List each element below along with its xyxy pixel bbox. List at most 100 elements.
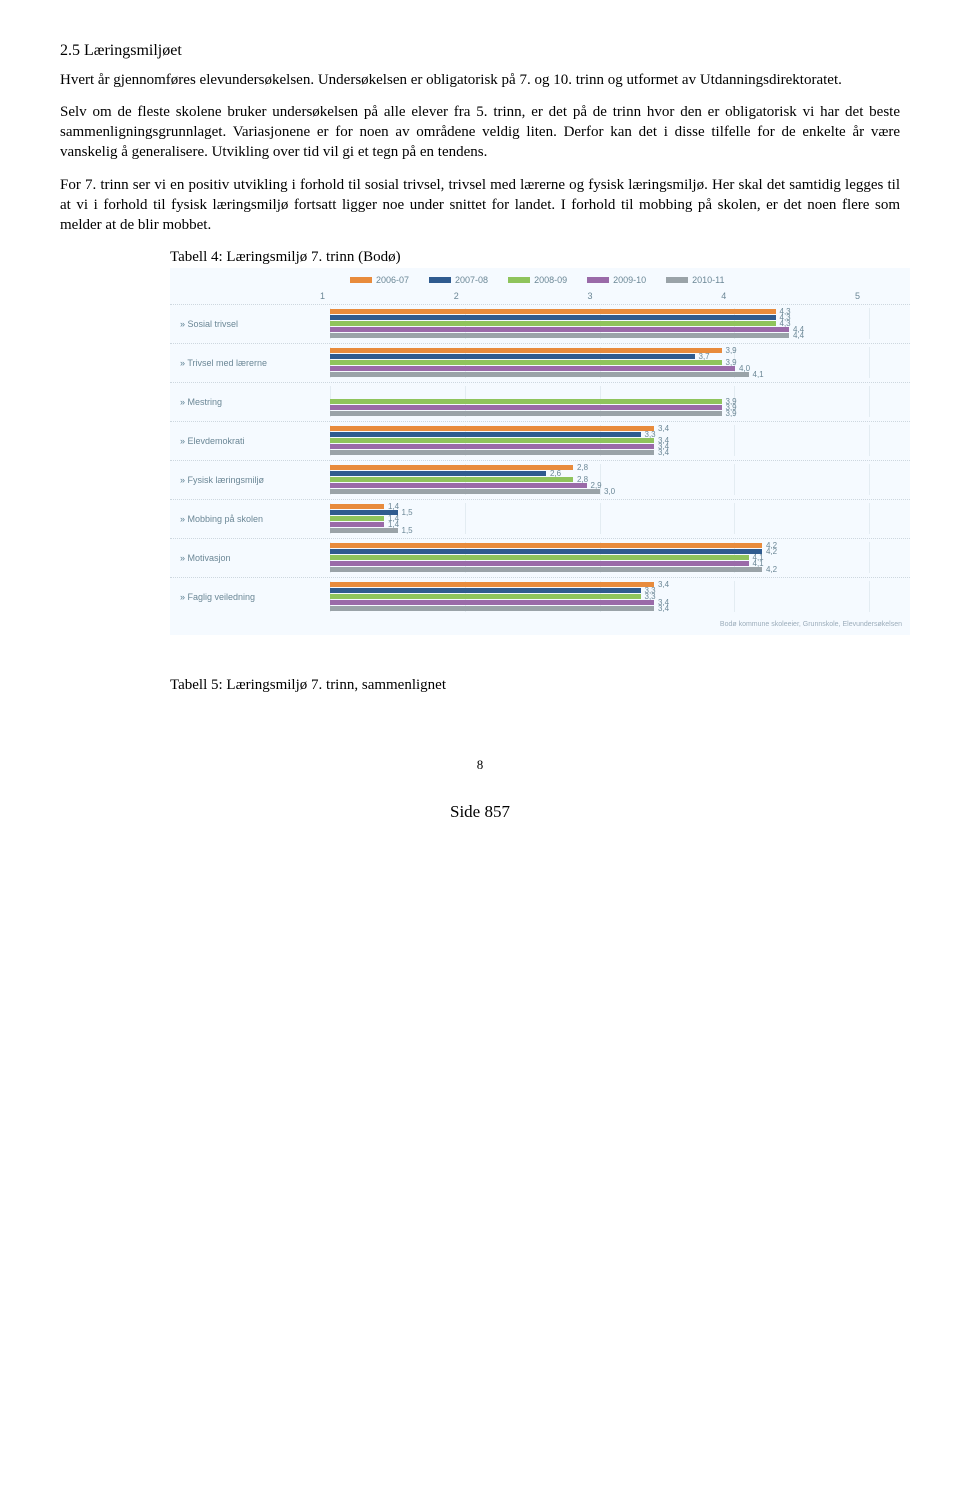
bar-value: 3,4: [654, 449, 669, 457]
bar-row: 3,4: [330, 450, 870, 455]
bar: [330, 465, 573, 470]
bars-column: 3,43,33,43,43,4: [330, 425, 870, 456]
legend-label: 2009-10: [613, 274, 646, 286]
bar-row: 3,7: [330, 354, 870, 359]
bar-value: 1,5: [398, 527, 413, 535]
axis-tick: 4: [721, 290, 726, 302]
bar: [330, 321, 776, 326]
bar: [330, 489, 600, 494]
axis-tick: 3: [587, 290, 592, 302]
metric-label: » Fysisk læringsmiljø: [170, 474, 330, 486]
chevron-icon: »: [180, 436, 188, 446]
paragraph-1: Hvert år gjennomføres elevundersøkelsen.…: [60, 70, 900, 90]
bar-row-empty: [330, 387, 870, 392]
bar-row: 4,1: [330, 561, 870, 566]
bar: [330, 327, 789, 332]
legend-label: 2008-09: [534, 274, 567, 286]
bar-row: 3,3: [330, 594, 870, 599]
bar: [330, 561, 749, 566]
bar: [330, 522, 384, 527]
metric-label: » Trivsel med lærerne: [170, 357, 330, 369]
bar-row: 4,1: [330, 372, 870, 377]
bar-row: 3,9: [330, 348, 870, 353]
bar-row: 2,6: [330, 471, 870, 476]
chevron-icon: »: [180, 319, 188, 329]
bar: [330, 354, 695, 359]
bar-row: 3,4: [330, 426, 870, 431]
bars-column: 4,34,34,34,44,4: [330, 308, 870, 339]
bar: [330, 594, 641, 599]
legend-swatch: [587, 277, 609, 283]
bar: [330, 483, 587, 488]
bar-row: 3,9: [330, 399, 870, 404]
metric-label: » Elevdemokrati: [170, 435, 330, 447]
bar-value: 4,1: [749, 371, 764, 379]
bar: [330, 372, 749, 377]
table-4-caption: Tabell 4: Læringsmiljø 7. trinn (Bodø): [60, 247, 900, 267]
bar: [330, 588, 641, 593]
metric-row: » Mobbing på skolen1,41,51,41,41,5: [170, 499, 910, 538]
bar-row: 3,9: [330, 405, 870, 410]
metric-label: » Mobbing på skolen: [170, 513, 330, 525]
bar-row: 3,0: [330, 489, 870, 494]
legend-label: 2007-08: [455, 274, 488, 286]
axis-tick: 5: [855, 290, 860, 302]
legend-item: 2006-07: [350, 274, 409, 286]
bar-row: 4,2: [330, 567, 870, 572]
bar: [330, 348, 722, 353]
bar-row: 3,4: [330, 582, 870, 587]
bar: [330, 309, 776, 314]
bar-row: 3,9: [330, 411, 870, 416]
bar: [330, 549, 762, 554]
bar: [330, 411, 722, 416]
legend-swatch: [350, 277, 372, 283]
metric-row: » Elevdemokrati3,43,33,43,43,4: [170, 421, 910, 460]
bar: [330, 606, 654, 611]
bar: [330, 582, 654, 587]
bar: [330, 555, 749, 560]
bars-column: 3,93,73,94,04,1: [330, 347, 870, 378]
page-number: 8: [60, 756, 900, 774]
bar-row: 4,4: [330, 333, 870, 338]
chevron-icon: »: [180, 397, 188, 407]
metric-label: » Sosial trivsel: [170, 318, 330, 330]
legend-item: 2008-09: [508, 274, 567, 286]
chart-container: 2006-072007-082008-092009-102010-1112345…: [60, 268, 900, 636]
legend-swatch: [429, 277, 451, 283]
bars-column: 3,43,33,33,43,4: [330, 581, 870, 612]
bar: [330, 600, 654, 605]
bar-row: 3,4: [330, 600, 870, 605]
bar: [330, 450, 654, 455]
bar-row: 1,4: [330, 516, 870, 521]
metric-row: » Sosial trivsel4,34,34,34,44,4: [170, 304, 910, 343]
bars-column: 2,82,62,82,93,0: [330, 464, 870, 495]
chevron-icon: »: [180, 514, 188, 524]
bar-row: 4,2: [330, 549, 870, 554]
bar-row: 3,4: [330, 438, 870, 443]
axis-tick: 1: [320, 290, 325, 302]
bar-value: 4,2: [762, 566, 777, 574]
side-label: Side 857: [60, 801, 900, 824]
metric-row: » Fysisk læringsmiljø2,82,62,82,93,0: [170, 460, 910, 499]
metric-label: » Faglig veiledning: [170, 591, 330, 603]
bar: [330, 333, 789, 338]
bar-row: 4,1: [330, 555, 870, 560]
bar: [330, 504, 384, 509]
legend-swatch: [508, 277, 530, 283]
bar-row: 2,8: [330, 465, 870, 470]
chart-legend: 2006-07 2007-08 2008-09 2009-10 2010-11: [170, 268, 910, 290]
metric-label: » Motivasjon: [170, 552, 330, 564]
bar-row: 1,5: [330, 528, 870, 533]
bar: [330, 399, 722, 404]
bar: [330, 360, 722, 365]
metric-row: » Trivsel med lærerne3,93,73,94,04,1: [170, 343, 910, 382]
legend-item: 2009-10: [587, 274, 646, 286]
bar: [330, 426, 654, 431]
learning-environment-chart: 2006-072007-082008-092009-102010-1112345…: [170, 268, 910, 636]
bar-row: 3,3: [330, 432, 870, 437]
chevron-icon: »: [180, 475, 188, 485]
legend-label: 2010-11: [692, 274, 724, 286]
paragraph-2: Selv om de fleste skolene bruker undersø…: [60, 102, 900, 163]
legend-item: 2010-11: [666, 274, 724, 286]
bar: [330, 315, 776, 320]
